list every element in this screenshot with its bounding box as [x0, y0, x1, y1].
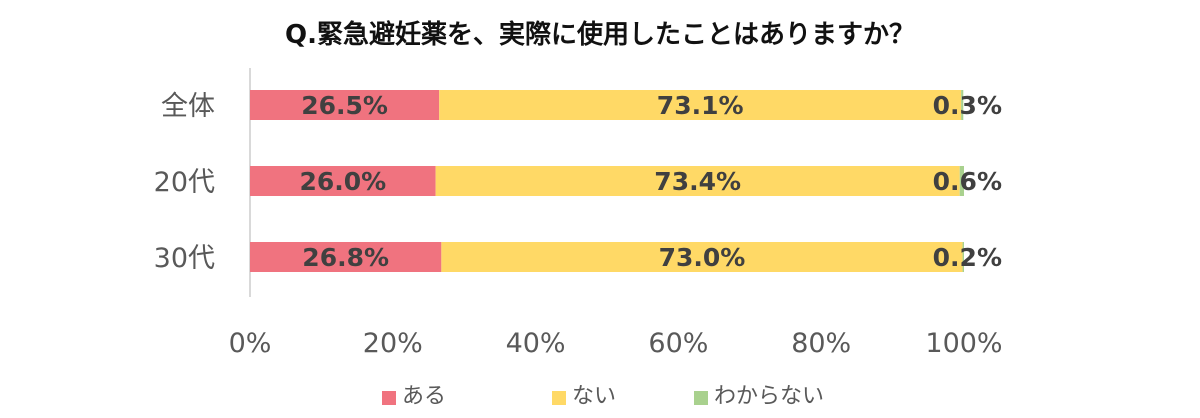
category-label: 全体	[161, 91, 215, 122]
x-tick-label: 40%	[506, 328, 566, 359]
legend-label-unknown: わからない	[714, 384, 825, 409]
legend: ある ない わからない	[0, 378, 1200, 410]
data-label: 73.4%	[654, 167, 741, 196]
data-label: 26.0%	[299, 167, 386, 196]
bar-segment	[962, 242, 964, 272]
legend-swatch-unknown	[694, 391, 708, 405]
data-label: 73.1%	[657, 91, 744, 120]
category-label: 20代	[154, 167, 215, 198]
legend-label-no: ない	[572, 384, 617, 409]
bar-segment	[441, 242, 963, 272]
data-label: 26.5%	[301, 91, 388, 120]
legend-item-unknown: わからない	[694, 378, 824, 410]
x-tick-label: 0%	[229, 328, 272, 359]
data-label: 73.0%	[659, 243, 746, 272]
legend-item-no: ない	[552, 378, 616, 410]
bar-segment	[959, 166, 964, 196]
x-tick-label: 60%	[648, 328, 708, 359]
data-label: 0.3%	[933, 91, 1002, 120]
legend-swatch-no	[552, 391, 566, 405]
bar-segment	[961, 90, 964, 120]
legend-swatch-yes	[382, 391, 396, 405]
category-label: 30代	[154, 243, 215, 274]
bar-segment	[250, 166, 436, 196]
bar-segment	[250, 90, 440, 120]
data-label: 0.6%	[933, 167, 1002, 196]
bar-segment	[439, 90, 962, 120]
legend-label-yes: ある	[402, 384, 447, 409]
data-label: 26.8%	[302, 243, 389, 272]
x-tick-label: 80%	[791, 328, 851, 359]
bar-segment	[435, 166, 960, 196]
legend-item-yes: ある	[382, 378, 446, 410]
chart-title: Q.緊急避妊薬を、実際に使用したことはありますか？	[285, 20, 915, 50]
x-tick-label: 20%	[363, 328, 423, 359]
data-label: 0.2%	[933, 243, 1002, 272]
x-tick-label: 100%	[925, 328, 1002, 359]
bar-segment	[250, 242, 442, 272]
